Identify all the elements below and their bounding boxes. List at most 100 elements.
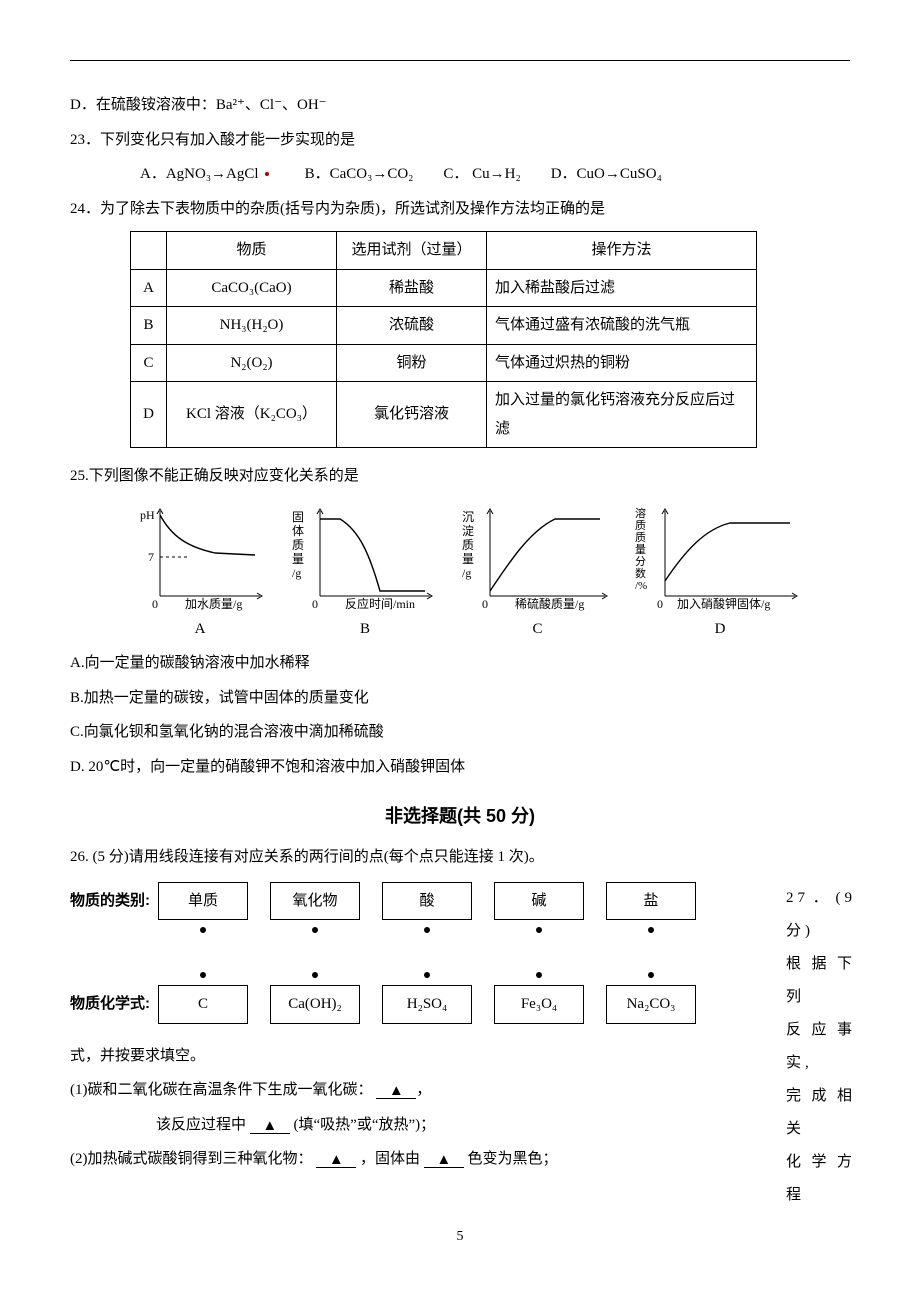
svg-text:量: 量	[462, 552, 474, 566]
cell: 稀盐酸	[337, 269, 487, 307]
svg-text:分: 分	[635, 555, 646, 568]
svg-text:0: 0	[312, 597, 318, 611]
dot-icon	[648, 972, 654, 978]
q23-stem: 23．下列变化只有加入酸才能一步实现的是	[70, 126, 850, 155]
x-label: 稀硫酸质量/g	[515, 596, 584, 611]
x-label: 加入硝酸钾固体/g	[677, 596, 770, 611]
cell: 气体通过盛有浓硫酸的洗气瓶	[487, 307, 757, 345]
blank-fill: ▲	[316, 1152, 356, 1168]
svg-text:质: 质	[462, 538, 474, 552]
x-label: 加水质量/g	[185, 597, 242, 611]
cell: CaCO₃(CaO)	[167, 269, 337, 307]
chart-b: 固 体 质 量 /g 0 反应时间/min B	[290, 501, 440, 644]
svg-text:/%: /%	[635, 580, 647, 592]
q27-sub1: (1)碳和二氧化碳在高温条件下生成一氧化碳： ▲，	[70, 1076, 850, 1105]
cell: NH₃(H₂O)	[167, 307, 337, 345]
q25-opt-d: D. 20℃时，向一定量的硝酸钾不饱和溶液中加入硝酸钾固体	[70, 753, 850, 782]
table-row: D KCl 溶液（K₂CO₃） 氯化钙溶液 加入过量的氯化钙溶液充分反应后过滤	[131, 382, 757, 448]
th-blank	[131, 232, 167, 270]
match-box: Ca(OH)₂	[270, 985, 360, 1024]
q23-opt-c: C． Cu→H₂	[443, 160, 520, 189]
svg-text:质: 质	[635, 531, 646, 544]
match-box: C	[158, 985, 248, 1024]
match-box: Na₂CO₃	[606, 985, 696, 1024]
y-tick: 7	[148, 550, 154, 564]
match-box: Fe₃O₄	[494, 985, 584, 1024]
q25-opt-c: C.向氯化钡和氢氧化钠的混合溶液中滴加稀硫酸	[70, 718, 850, 747]
cell: 铜粉	[337, 344, 487, 382]
cell: 加入稀盐酸后过滤	[487, 269, 757, 307]
bullet-icon	[265, 172, 269, 176]
match-box: 酸	[382, 882, 472, 921]
q26-match-area: 27．(9 分) 根据下列 反应事实, 完成相关 化学方程 物质的类别: 单质 …	[70, 882, 850, 1024]
match-box: 氧化物	[270, 882, 360, 921]
y-label: pH	[140, 508, 155, 522]
q25-stem: 25.下列图像不能正确反映对应变化关系的是	[70, 462, 850, 491]
svg-text:淀: 淀	[462, 524, 474, 538]
q23-opt-d: D．CuO→CuSO₄	[551, 160, 662, 189]
x-label: 反应时间/min	[345, 596, 415, 611]
svg-text:量: 量	[292, 552, 304, 566]
text: (1)碳和二氧化碳在高温条件下生成一氧化碳：	[70, 1082, 373, 1098]
q22-opt-d: D．在硫酸铵溶液中：Ba²⁺、Cl⁻、OH⁻	[70, 91, 850, 120]
chart-d-svg: 溶 质 质 量 分 数 /% 0 加入硝酸钾固体/g	[635, 501, 805, 611]
svg-text:/g: /g	[292, 566, 301, 580]
q24-stem: 24．为了除去下表物质中的杂质(括号内为杂质)，所选试剂及操作方法均正确的是	[70, 195, 850, 224]
svg-text:沉: 沉	[462, 510, 474, 524]
side-line: 根据下列	[786, 948, 856, 1014]
th-reagent: 选用试剂（过量）	[337, 232, 487, 270]
cell: B	[131, 307, 167, 345]
cell: 氯化钙溶液	[337, 382, 487, 448]
q23-opt-b: B．CaCO₃→CO₂	[305, 160, 414, 189]
q23-options: A．AgNO₃→AgCl B．CaCO₃→CO₂ C． Cu→H₂ D．CuO→…	[140, 160, 850, 189]
q27-sub1b: 该反应过程中 ▲ (填“吸热”或“放热”)；	[156, 1111, 850, 1140]
origin: 0	[152, 597, 158, 611]
svg-text:0: 0	[657, 597, 663, 611]
match-row-top: 物质的类别: 单质 氧化物 酸 碱 盐	[70, 882, 850, 921]
cell: KCl 溶液（K₂CO₃）	[167, 382, 337, 448]
dot-icon	[312, 972, 318, 978]
dot-icon	[424, 927, 430, 933]
svg-text:质: 质	[292, 538, 304, 552]
cell: N₂(O₂)	[167, 344, 337, 382]
match-box: 单质	[158, 882, 248, 921]
top-rule	[70, 60, 850, 61]
chart-b-svg: 固 体 质 量 /g 0 反应时间/min	[290, 501, 440, 611]
q25-opt-b: B.加热一定量的碳铵，试管中固体的质量变化	[70, 684, 850, 713]
side-line: 27．(9 分)	[786, 882, 856, 948]
svg-text:/g: /g	[462, 566, 471, 580]
svg-text:溶: 溶	[635, 506, 646, 520]
chart-letter: A	[130, 615, 270, 644]
svg-text:质: 质	[635, 519, 646, 532]
q25-opt-a: A.向一定量的碳酸钠溶液中加水稀释	[70, 649, 850, 678]
row2-label: 物质化学式:	[70, 990, 158, 1019]
dot-icon	[424, 972, 430, 978]
q23-opt-a: A．AgNO₃→AgCl	[140, 160, 275, 189]
table-row: A CaCO₃(CaO) 稀盐酸 加入稀盐酸后过滤	[131, 269, 757, 307]
chart-letter: D	[635, 615, 805, 644]
dot-icon	[536, 972, 542, 978]
dot-icon	[200, 927, 206, 933]
row1-label: 物质的类别:	[70, 887, 158, 916]
match-box: 盐	[606, 882, 696, 921]
chart-d: 溶 质 质 量 分 数 /% 0 加入硝酸钾固体/g D	[635, 501, 805, 644]
cell: D	[131, 382, 167, 448]
side-line: 完成相关	[786, 1080, 856, 1146]
svg-text:数: 数	[635, 567, 646, 580]
dot-icon	[536, 927, 542, 933]
q24-table: 物质 选用试剂（过量） 操作方法 A CaCO₃(CaO) 稀盐酸 加入稀盐酸后…	[130, 231, 757, 448]
chart-c: 沉 淀 质 量 /g 0 稀硫酸质量/g C	[460, 501, 615, 644]
match-box: 碱	[494, 882, 584, 921]
chart-a-svg: pH 7 0 加水质量/g	[130, 501, 270, 611]
dot-icon	[312, 927, 318, 933]
chart-letter: B	[290, 615, 440, 644]
th-method: 操作方法	[487, 232, 757, 270]
text: 色变为黑色；	[468, 1151, 558, 1167]
dot-icon	[648, 927, 654, 933]
chart-c-svg: 沉 淀 质 量 /g 0 稀硫酸质量/g	[460, 501, 615, 611]
chart-a: pH 7 0 加水质量/g A	[130, 501, 270, 644]
match-row-bottom: 物质化学式: C Ca(OH)₂ H₂SO₄ Fe₃O₄ Na₂CO₃	[70, 985, 850, 1024]
q25-charts: pH 7 0 加水质量/g A 固 体 质 量 /g 0 反应时间/min B	[130, 501, 850, 644]
table-row: C N₂(O₂) 铜粉 气体通过炽热的铜粉	[131, 344, 757, 382]
blank-fill: ▲	[424, 1152, 464, 1168]
